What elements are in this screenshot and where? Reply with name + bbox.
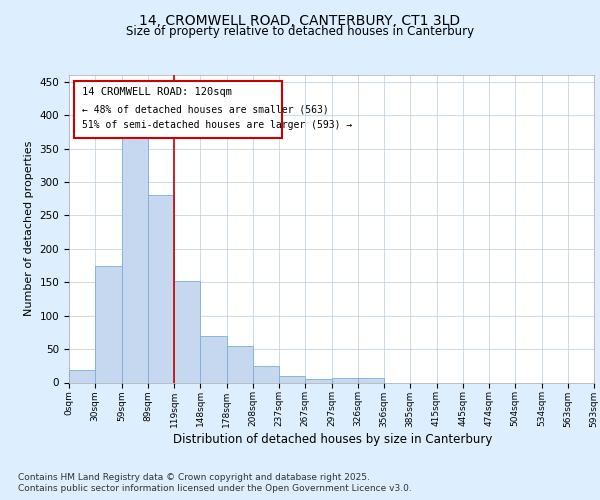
Bar — [227, 346, 253, 382]
Text: Contains HM Land Registry data © Crown copyright and database right 2025.: Contains HM Land Registry data © Crown c… — [18, 472, 370, 482]
Bar — [358, 378, 384, 382]
Bar — [279, 376, 305, 382]
Bar — [253, 366, 279, 382]
Bar — [69, 370, 95, 382]
Text: Distribution of detached houses by size in Canterbury: Distribution of detached houses by size … — [173, 432, 493, 446]
Text: Contains public sector information licensed under the Open Government Licence v3: Contains public sector information licen… — [18, 484, 412, 493]
Text: 14 CROMWELL ROAD: 120sqm: 14 CROMWELL ROAD: 120sqm — [82, 88, 232, 98]
Bar — [331, 378, 358, 382]
Text: 51% of semi-detached houses are larger (593) →: 51% of semi-detached houses are larger (… — [82, 120, 352, 130]
Y-axis label: Number of detached properties: Number of detached properties — [24, 141, 34, 316]
Bar — [121, 135, 148, 382]
Bar — [95, 266, 121, 382]
Bar — [200, 336, 227, 382]
Bar — [174, 281, 200, 382]
Bar — [74, 81, 281, 138]
Text: ← 48% of detached houses are smaller (563): ← 48% of detached houses are smaller (56… — [82, 104, 329, 114]
Text: 14, CROMWELL ROAD, CANTERBURY, CT1 3LD: 14, CROMWELL ROAD, CANTERBURY, CT1 3LD — [139, 14, 461, 28]
Bar — [148, 196, 174, 382]
Bar — [305, 379, 331, 382]
Text: Size of property relative to detached houses in Canterbury: Size of property relative to detached ho… — [126, 25, 474, 38]
